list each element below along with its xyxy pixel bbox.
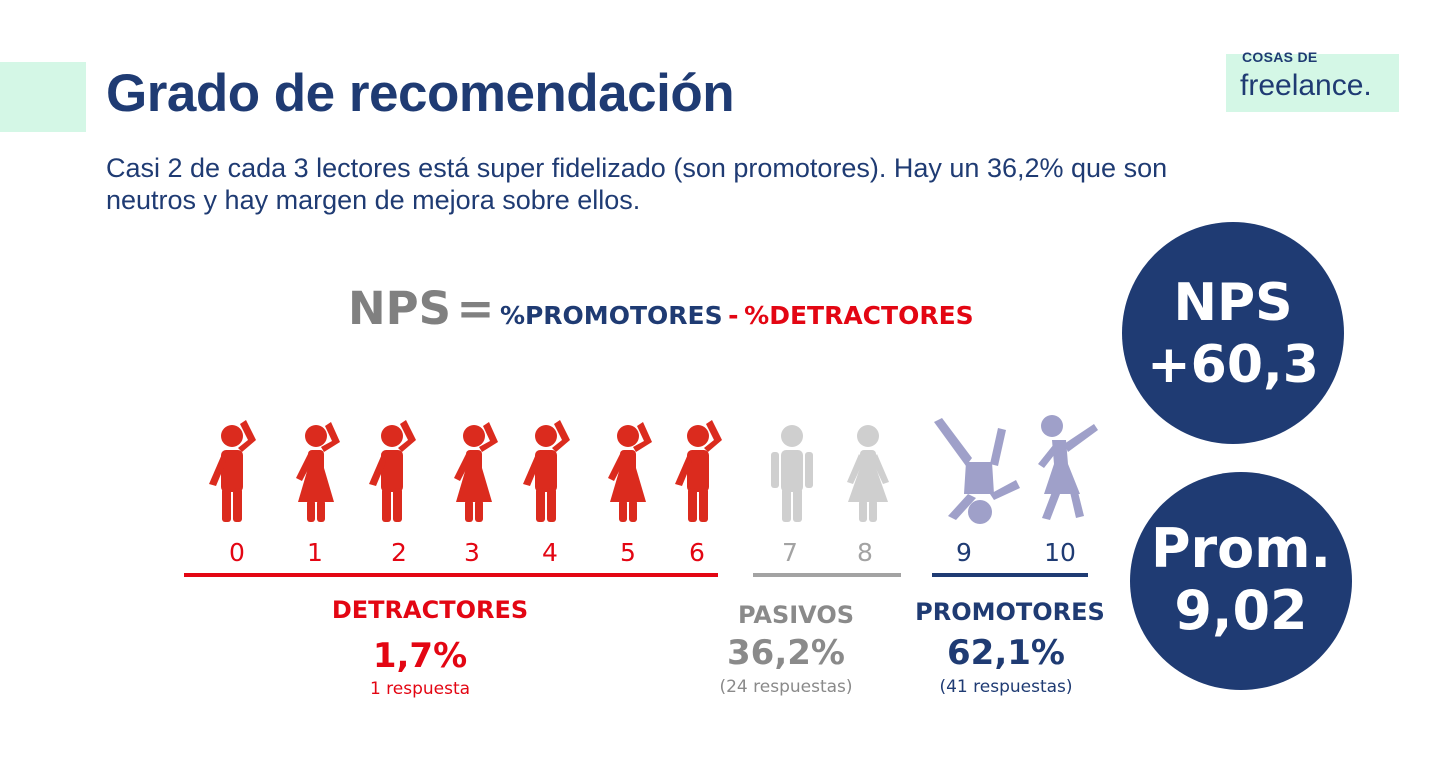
neutral-woman-icon — [847, 425, 889, 522]
score-3: 3 — [464, 538, 480, 567]
formula-promotores: %PROMOTORES — [499, 301, 723, 330]
average-badge-label: Prom. — [1150, 517, 1332, 580]
frustrated-woman-icon — [454, 422, 498, 522]
score-1: 1 — [307, 538, 323, 567]
score-2: 2 — [391, 538, 407, 567]
nps-badge-label: NPS — [1173, 273, 1293, 333]
promotores-rule — [932, 573, 1088, 577]
frustrated-woman-icon — [296, 422, 340, 522]
detractores-label: DETRACTORES — [331, 596, 529, 624]
score-6: 6 — [689, 538, 705, 567]
frustrated-man-icon — [523, 420, 570, 522]
frustrated-man-icon — [675, 420, 722, 522]
logo-line2: freelance. — [1240, 69, 1372, 102]
promotores-percent: 62,1% — [947, 633, 1065, 673]
page-subtitle: Casi 2 de cada 3 lectores está super fid… — [106, 153, 1168, 215]
score-7: 7 — [782, 538, 798, 567]
nps-badge: NPS +60,3 — [1122, 222, 1344, 444]
score-5: 5 — [620, 538, 636, 567]
nps-formula: NPS = %PROMOTORES - %DETRACTORES — [348, 282, 974, 335]
pasivos-percent: 36,2% — [727, 633, 845, 673]
pasivos-rule — [753, 573, 901, 577]
nps-badge-value: +60,3 — [1147, 335, 1319, 395]
cartwheel-person-icon — [934, 418, 1020, 524]
frustrated-man-icon — [369, 420, 416, 522]
detractores-rule — [184, 573, 718, 577]
pasivos-responses: (24 respuestas) — [719, 677, 853, 697]
average-badge: Prom. 9,02 — [1130, 472, 1352, 690]
score-9: 9 — [956, 538, 972, 567]
detractores-percent: 1,7% — [372, 636, 468, 676]
score-4: 4 — [542, 538, 558, 567]
frustrated-man-icon — [209, 420, 256, 522]
page-title: Grado de recomendación — [106, 64, 735, 123]
neutral-man-icon — [771, 425, 813, 522]
dancing-woman-icon — [1038, 415, 1098, 520]
accent-bar — [0, 62, 86, 132]
brand-logo: COSAS DE freelance. — [1226, 49, 1399, 112]
pasivos-label: PASIVOS — [737, 601, 854, 629]
logo-line1: COSAS DE — [1242, 49, 1318, 65]
score-8: 8 — [857, 538, 873, 567]
formula-minus: - — [728, 301, 739, 330]
average-badge-value: 9,02 — [1174, 579, 1308, 642]
formula-detractores: %DETRACTORES — [744, 301, 974, 330]
frustrated-woman-icon — [608, 422, 652, 522]
score-0: 0 — [229, 538, 245, 567]
formula-nps: NPS — [348, 282, 452, 335]
score-10: 10 — [1044, 538, 1076, 567]
promotores-responses: (41 respuestas) — [939, 677, 1073, 697]
detractores-responses: 1 respuesta — [369, 679, 471, 699]
promotores-label: PROMOTORES — [915, 598, 1105, 626]
formula-equals: = — [456, 282, 495, 335]
